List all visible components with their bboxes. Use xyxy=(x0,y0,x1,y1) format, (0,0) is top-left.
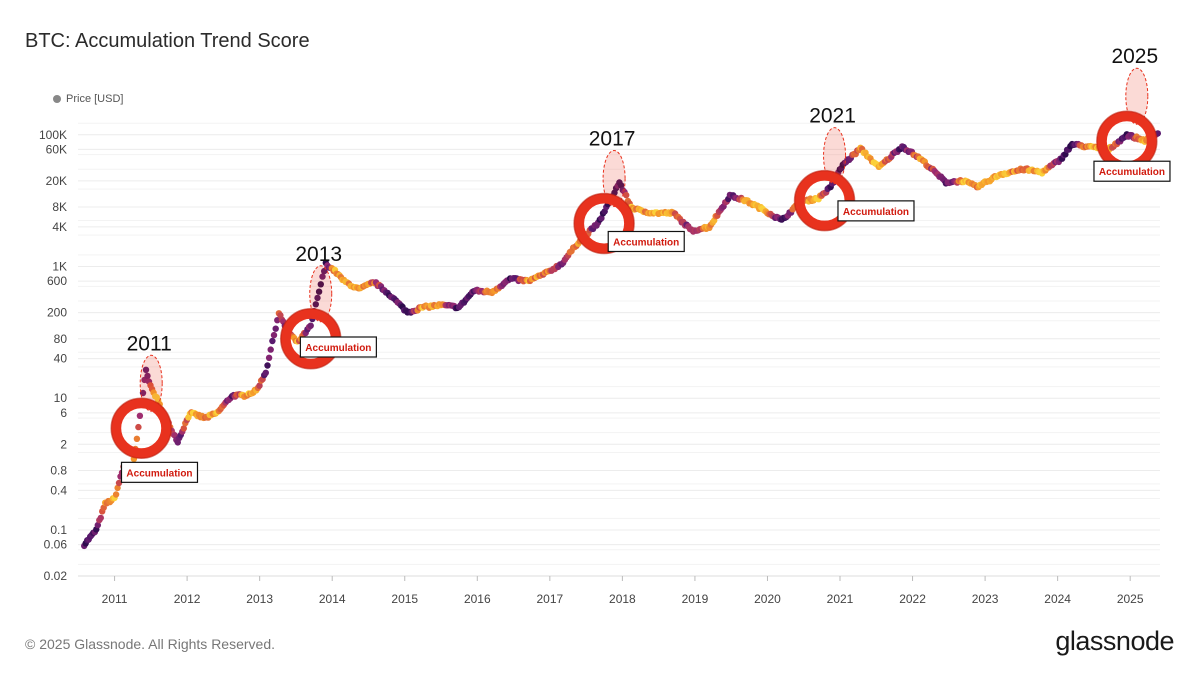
year-annotation: 2017 xyxy=(589,128,636,151)
y-tick-label: 200 xyxy=(47,306,67,320)
accumulation-label-box xyxy=(120,461,199,483)
annotations: 2011 Accumulation 2013 Accumulation 2017 Accu… xyxy=(110,45,1171,483)
accumulation-label-box xyxy=(299,336,377,358)
y-tick-label: 600 xyxy=(47,274,67,288)
x-tick-label: 2021 xyxy=(827,592,854,606)
price-point xyxy=(617,182,625,189)
accumulation-label-box xyxy=(837,200,915,222)
glassnode-logo[interactable]: glassnode xyxy=(1055,626,1174,656)
y-tick-label: 100K xyxy=(39,128,67,142)
y-tick-label: 0.4 xyxy=(50,483,67,497)
y-tick-label: 20K xyxy=(46,174,67,188)
price-point xyxy=(265,354,273,361)
price-point xyxy=(114,484,121,492)
x-tick-label: 2020 xyxy=(754,592,781,606)
peak-highlight xyxy=(1125,67,1149,125)
x-tick-label: 2018 xyxy=(609,592,636,606)
price-point xyxy=(267,346,274,353)
x-tick-label: 2024 xyxy=(1044,592,1071,606)
price-point xyxy=(142,366,150,373)
price-point xyxy=(256,382,263,389)
y-tick-label: 1K xyxy=(52,260,67,274)
accumulation-ring xyxy=(111,398,172,459)
price-point xyxy=(623,191,630,199)
y-tick-label: 0.06 xyxy=(44,538,68,552)
x-axis-ticks: 2011 2012 2013 2014 2015 2016 2017 2018 2019 2020… xyxy=(78,575,1160,606)
x-tick-label: 2025 xyxy=(1117,592,1144,606)
x-tick-label: 2019 xyxy=(682,592,709,606)
accumulation-label: Accumulation xyxy=(126,468,192,479)
price-point xyxy=(133,435,141,442)
legend-label: Price [USD] xyxy=(66,93,124,105)
x-tick-label: 2023 xyxy=(972,592,999,606)
chart-title: BTC: Accumulation Trend Score xyxy=(25,30,310,52)
price-point xyxy=(270,331,278,339)
x-tick-label: 2022 xyxy=(899,592,926,606)
y-tick-label: 80 xyxy=(54,332,68,346)
peak-highlight xyxy=(823,127,847,185)
legend-dot-icon xyxy=(53,95,61,103)
y-tick-label: 0.8 xyxy=(50,463,67,477)
y-tick-label: 4K xyxy=(52,220,67,234)
peak-highlight xyxy=(602,150,626,208)
price-point xyxy=(135,423,142,431)
price-point xyxy=(317,281,324,288)
y-tick-label: 0.02 xyxy=(44,569,68,583)
peak-highlight xyxy=(139,354,163,412)
accumulation-ring-outline xyxy=(573,192,635,255)
accumulation-label: Accumulation xyxy=(305,343,371,354)
y-tick-label: 10 xyxy=(54,391,68,405)
price-point xyxy=(262,369,269,376)
peak-highlight xyxy=(309,265,333,323)
accumulation-ring xyxy=(574,193,635,254)
price-point xyxy=(314,294,321,302)
y-tick-label: 2 xyxy=(60,437,67,451)
year-annotation: 2021 xyxy=(809,105,856,128)
price-point xyxy=(115,479,123,487)
accumulation-label-box xyxy=(1093,160,1171,182)
price-point xyxy=(312,301,319,308)
price-point xyxy=(94,521,102,529)
accumulation-label-box xyxy=(607,230,685,253)
x-tick-label: 2016 xyxy=(464,592,491,606)
price-point xyxy=(100,504,107,511)
y-tick-label: 6 xyxy=(60,406,67,420)
y-tick-label: 40 xyxy=(54,352,68,366)
price-point xyxy=(315,288,323,295)
price-point xyxy=(136,412,144,419)
price-point xyxy=(319,273,326,280)
legend[interactable]: Price [USD] xyxy=(53,93,123,105)
y-tick-label: 60K xyxy=(46,142,67,156)
price-point xyxy=(598,215,605,222)
x-tick-label: 2017 xyxy=(536,592,563,606)
accumulation-label: Accumulation xyxy=(613,237,679,248)
x-tick-label: 2015 xyxy=(391,592,418,606)
x-tick-label: 2011 xyxy=(102,592,128,606)
x-tick-label: 2012 xyxy=(174,592,201,606)
x-tick-label: 2014 xyxy=(319,592,346,606)
price-point xyxy=(144,372,151,380)
y-tick-label: 0.1 xyxy=(50,523,67,537)
year-annotation: 2013 xyxy=(295,243,342,266)
x-tick-label: 2013 xyxy=(246,592,273,606)
price-point xyxy=(307,322,314,329)
accumulation-label: Accumulation xyxy=(843,207,909,218)
price-point xyxy=(180,425,187,432)
year-annotation: 2025 xyxy=(1111,45,1158,68)
price-point xyxy=(269,337,276,345)
year-annotation: 2011 xyxy=(127,332,172,355)
grid xyxy=(78,122,1160,577)
accumulation-ring-outline xyxy=(110,397,172,460)
accumulation-label: Accumulation xyxy=(1099,167,1165,178)
price-point xyxy=(272,325,279,332)
copyright-footer: © 2025 Glassnode. All Rights Reserved. xyxy=(25,636,276,652)
price-point xyxy=(264,362,271,369)
price-point xyxy=(97,514,105,522)
price-point xyxy=(112,491,120,498)
y-tick-label: 8K xyxy=(52,200,67,214)
